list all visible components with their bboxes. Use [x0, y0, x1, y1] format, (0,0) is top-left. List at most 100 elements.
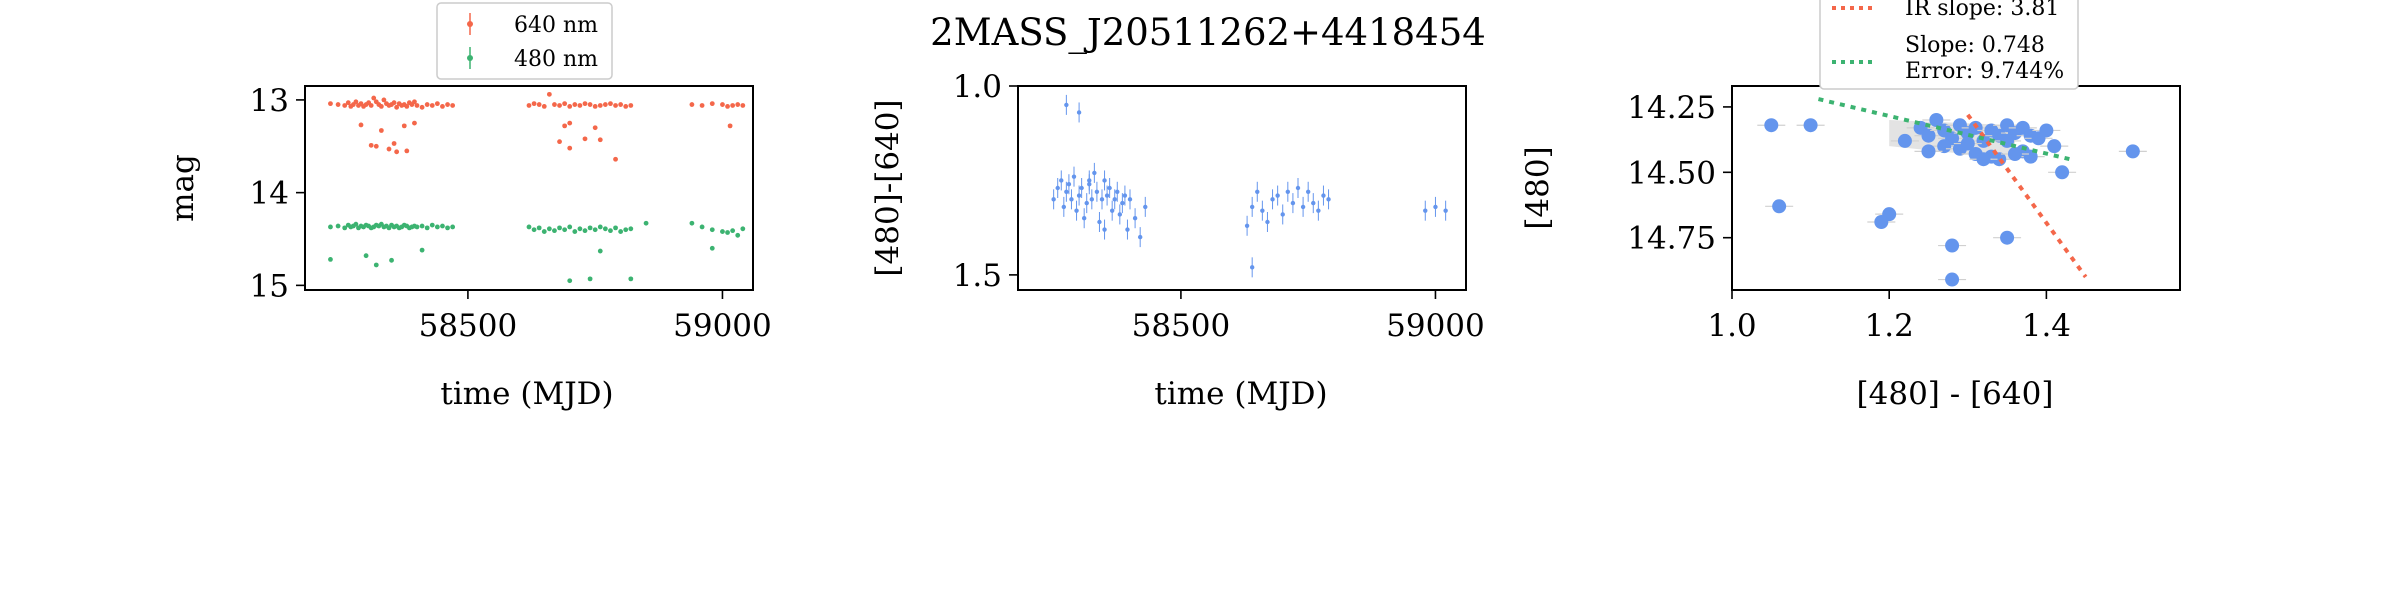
data-point-color-curve-s0-41 — [1270, 189, 1275, 210]
data-point-lightcurve-s0-66 — [618, 102, 624, 107]
data-point-lightcurve-s0-53 — [552, 102, 557, 107]
data-point-color-curve-s0-11 — [1081, 208, 1087, 229]
data-point-lightcurve-s0-31 — [419, 104, 425, 110]
data-point-lightcurve-s1-35 — [440, 223, 445, 229]
data-point-lightcurve-s0-69 — [557, 139, 562, 145]
data-point-color-curve-s0-47 — [1300, 196, 1306, 217]
data-point-color-curve-s0-55 — [1423, 200, 1428, 221]
data-point-lightcurve-s0-6 — [353, 99, 359, 105]
data-point-lightcurve-s0-26 — [404, 104, 410, 109]
data-point-color-curve-s0-24 — [1115, 181, 1120, 202]
legend-box-color-magnitude — [1819, 0, 2079, 90]
data-point-lightcurve-s0-81 — [725, 104, 730, 109]
data-point-lightcurve-s1-54 — [582, 228, 588, 234]
x-tick-label-color-magnitude-0: 1.0 — [1707, 308, 1756, 344]
data-point-lightcurve-s0-41 — [386, 146, 392, 152]
data-point-lightcurve-s1-30 — [414, 224, 420, 230]
data-point-lightcurve-s1-44 — [531, 227, 537, 233]
data-point-color-curve-s0-12 — [1084, 193, 1089, 214]
data-point-color-magnitude-s0-32 — [2118, 144, 2147, 159]
data-point-lightcurve-s0-74 — [562, 123, 568, 129]
data-point-lightcurve-s1-36 — [445, 225, 450, 231]
data-point-lightcurve-s0-30 — [414, 103, 420, 108]
y-tick-label-lightcurve-1: 14 — [250, 176, 289, 212]
data-point-lightcurve-s1-47 — [546, 226, 552, 232]
data-point-color-magnitude-s0-19 — [2032, 123, 2061, 138]
data-point-lightcurve-s0-32 — [424, 102, 430, 107]
data-point-lightcurve-s1-69 — [699, 224, 705, 230]
data-point-lightcurve-s0-79 — [709, 101, 715, 107]
data-point-lightcurve-s0-80 — [720, 102, 725, 107]
data-point-lightcurve-s1-38 — [328, 257, 333, 262]
legend-label-640nm: 640 nm — [514, 13, 598, 38]
plot-area-color-curve — [1051, 94, 1448, 278]
y-tick-label-lightcurve-0: 13 — [250, 83, 289, 119]
data-point-lightcurve-s0-3 — [345, 100, 351, 106]
x-axis-label-lightcurve: time (MJD) — [440, 376, 613, 412]
data-point-lightcurve-s1-33 — [429, 222, 435, 228]
data-point-lightcurve-s0-38 — [358, 122, 364, 128]
data-point-color-curve-s0-16 — [1094, 181, 1100, 202]
data-point-lightcurve-s1-75 — [740, 226, 746, 232]
data-point-color-curve-s0-42 — [1275, 185, 1280, 206]
data-point-lightcurve-s1-0 — [328, 224, 333, 230]
panel-color-curve: 58500 59000 1.0 1.5 time (MJD) [480]-[640] — [870, 69, 1485, 412]
data-point-lightcurve-s0-77 — [689, 102, 695, 107]
data-point-lightcurve-s1-67 — [628, 276, 634, 282]
data-point-color-curve-s0-49 — [1311, 193, 1316, 214]
y-ticks-lightcurve: 13 14 15 — [250, 83, 305, 304]
panel-lightcurve: 58500 59000 13 14 15 time (MJD) mag 640 nm … — [165, 2, 772, 412]
data-point-color-curve-s0-23 — [1112, 189, 1117, 210]
data-point-color-magnitude-s0-38 — [1993, 230, 2022, 245]
data-point-lightcurve-s1-52 — [572, 229, 578, 234]
data-point-lightcurve-s0-22 — [394, 104, 400, 110]
data-point-color-curve-s0-31 — [1137, 227, 1143, 248]
legend-marker-640nm-dot — [467, 21, 473, 27]
data-point-color-curve-s0-1 — [1055, 178, 1060, 198]
data-point-color-curve-s0-48 — [1305, 181, 1311, 202]
legend-label-ir-slope: IR slope: 3.81 — [1905, 0, 2059, 21]
y-ticks-color-magnitude: 14.25 14.50 14.75 — [1627, 90, 1732, 257]
data-point-lightcurve-s0-55 — [562, 101, 568, 107]
y-tick-label-color-magnitude-0: 14.25 — [1627, 90, 1716, 126]
data-point-lightcurve-s1-71 — [720, 229, 725, 234]
data-point-lightcurve-s0-0 — [328, 101, 333, 107]
data-point-lightcurve-s1-51 — [567, 224, 573, 230]
data-point-lightcurve-s0-51 — [541, 104, 547, 109]
data-point-color-curve-s0-54 — [1244, 215, 1250, 236]
data-point-lightcurve-s1-49 — [557, 225, 562, 231]
data-point-lightcurve-s0-33 — [429, 103, 435, 108]
data-point-color-curve-s0-38 — [1255, 181, 1260, 202]
plot-area-color-magnitude — [1757, 97, 2147, 287]
data-point-lightcurve-s0-1 — [335, 102, 341, 107]
data-point-color-curve-s0-45 — [1290, 193, 1296, 214]
data-point-color-magnitude-s0-37 — [1938, 272, 1967, 287]
data-point-lightcurve-s0-36 — [445, 102, 450, 107]
data-point-color-curve-s0-26 — [1120, 193, 1125, 214]
data-point-lightcurve-s1-58 — [602, 226, 608, 232]
data-point-lightcurve-s0-29 — [412, 99, 417, 105]
data-point-lightcurve-s1-34 — [434, 224, 440, 230]
data-point-color-magnitude-s0-28 — [1953, 136, 1982, 151]
figure-title: 2MASS_J20511262+4418454 — [930, 11, 1486, 55]
data-point-lightcurve-s0-40 — [378, 128, 384, 133]
legend-label-slope: Slope: 0.748 — [1905, 33, 2045, 58]
data-point-color-curve-s0-40 — [1265, 212, 1270, 232]
data-point-lightcurve-s0-83 — [735, 102, 741, 107]
data-point-color-curve-s0-35 — [1087, 170, 1092, 191]
data-point-color-magnitude-s0-36 — [1938, 238, 1967, 253]
data-point-lightcurve-s0-43 — [401, 123, 407, 129]
data-point-color-curve-s0-50 — [1316, 200, 1321, 221]
data-point-color-curve-s0-18 — [1099, 189, 1105, 210]
data-point-lightcurve-s1-74 — [735, 232, 741, 238]
data-point-color-curve-s0-30 — [1132, 208, 1138, 229]
data-point-lightcurve-s0-13 — [371, 95, 377, 101]
data-point-lightcurve-s1-72 — [725, 230, 730, 235]
data-point-color-curve-s0-32 — [1143, 196, 1148, 217]
data-point-lightcurve-s0-82 — [730, 103, 736, 108]
data-point-lightcurve-s0-59 — [582, 101, 588, 107]
data-point-lightcurve-s1-40 — [373, 262, 379, 268]
data-point-lightcurve-s0-73 — [613, 156, 618, 162]
data-point-color-curve-s0-44 — [1285, 181, 1291, 202]
